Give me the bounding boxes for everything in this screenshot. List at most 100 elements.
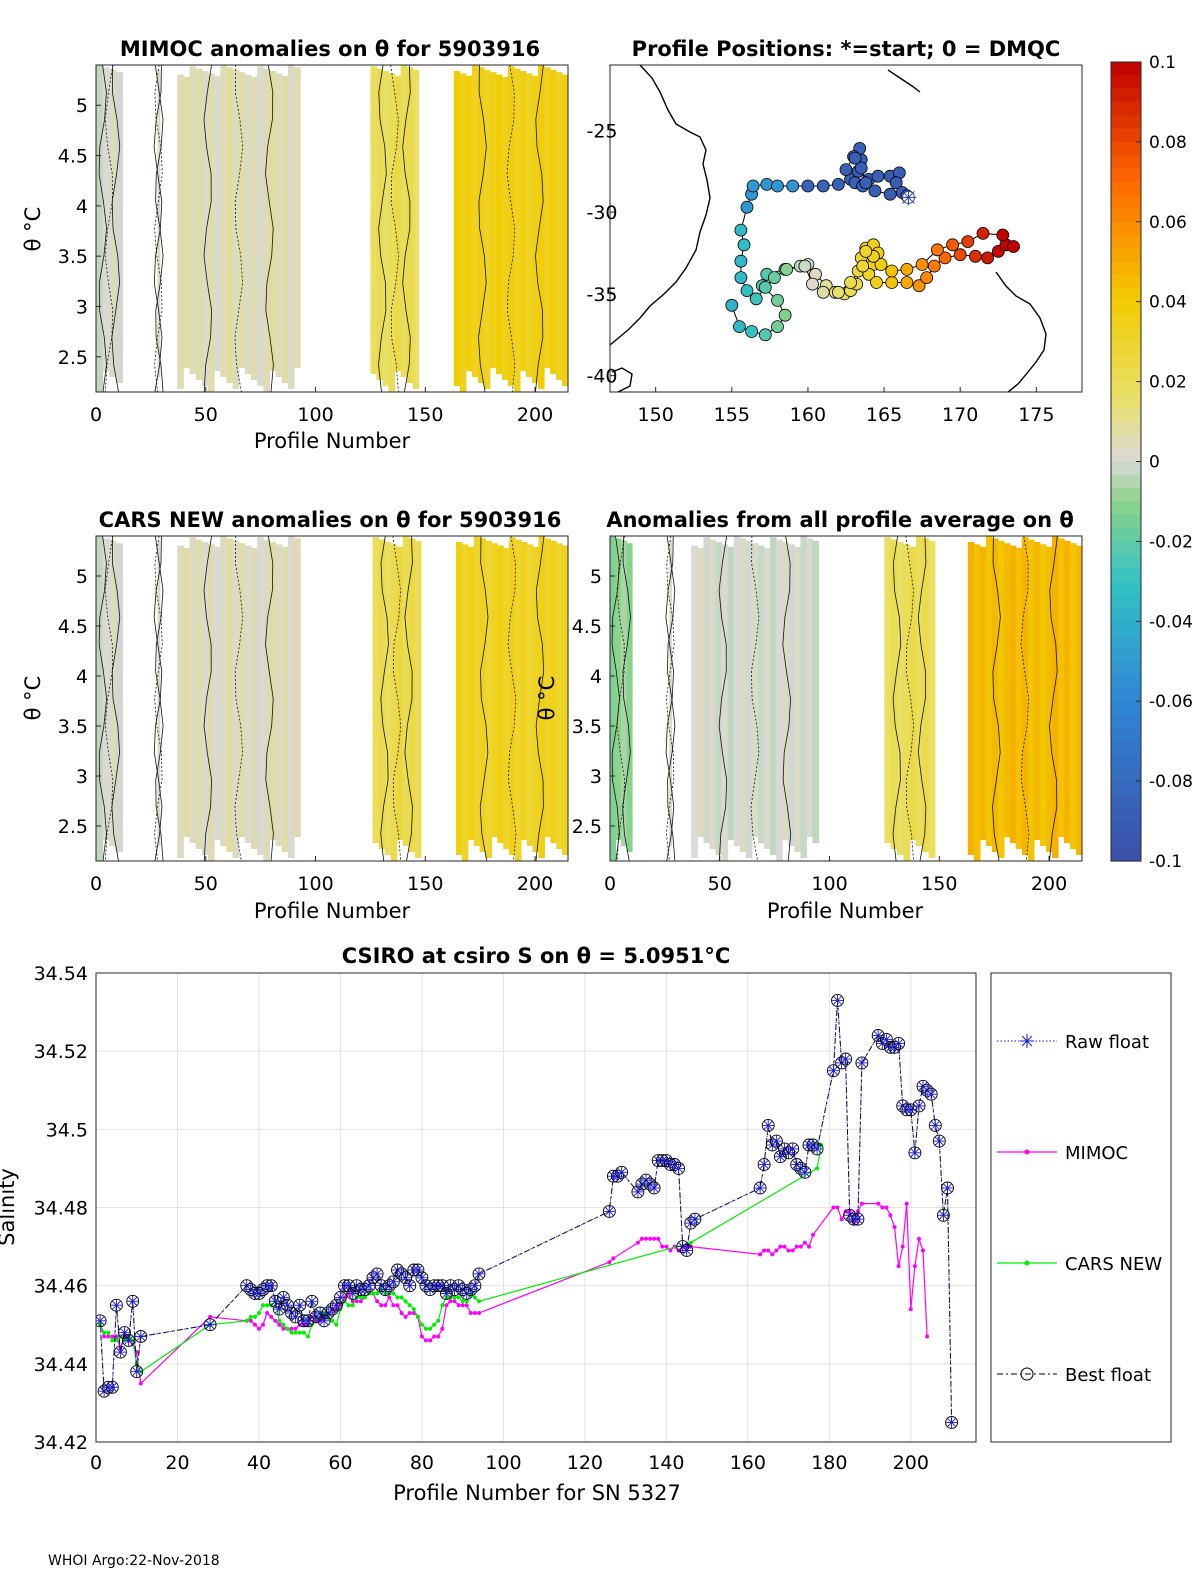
cars-new-point-25 xyxy=(297,1330,302,1335)
cars-block-4-strip-17 xyxy=(556,543,563,849)
cars-new-point-2 xyxy=(106,1330,111,1335)
mimoc-block-3-strip-3 xyxy=(388,73,396,392)
avg-block-3-strip-4 xyxy=(909,546,917,840)
profile-position-dot xyxy=(740,200,754,214)
mimoc-point-75 xyxy=(648,1236,653,1241)
cars-block-4-strip-13 xyxy=(532,546,540,852)
colorbar-segment-47 xyxy=(1111,687,1141,702)
mimoc-contour-1-1 xyxy=(154,65,163,392)
avg-xtick-label-0: 0 xyxy=(604,873,616,895)
profile-position-dot xyxy=(758,328,772,342)
cars-contour-3-0 xyxy=(380,536,389,861)
colorbar-segment-5 xyxy=(1111,128,1141,143)
raw-float-star-94-3 xyxy=(775,1152,785,1162)
colorbar-segment-26 xyxy=(1111,408,1141,423)
cars-contour-0-0 xyxy=(98,536,108,861)
cars-block-2-strip-16 xyxy=(275,544,283,846)
raw-float-star-51-3 xyxy=(401,1273,411,1283)
profile-position-dot xyxy=(798,259,812,273)
cars-new-point-43 xyxy=(371,1291,375,1296)
mimoc-block-3-strip-2 xyxy=(382,71,390,386)
mimoc-point-69 xyxy=(477,1311,481,1315)
avg-block-4-strip-16 xyxy=(1064,540,1071,843)
cars-block-3-strip-3 xyxy=(390,544,398,861)
cars-block-4-strip-18 xyxy=(562,545,568,855)
avg-contour-1-2 xyxy=(666,536,676,861)
cars-new-point-38 xyxy=(350,1303,355,1308)
cars-new-point-54 xyxy=(415,1314,420,1319)
cars-block-2-strip-4 xyxy=(201,542,209,855)
mimoc-point-1 xyxy=(102,1334,107,1339)
profile-position-dot xyxy=(953,248,967,262)
profile-position-dot xyxy=(844,276,857,289)
average-axes-box xyxy=(609,535,1083,862)
avg-block-2-strip-15 xyxy=(782,542,789,840)
profile-position-dot xyxy=(771,179,784,193)
profile-position-dot xyxy=(733,320,746,334)
cars-xtick-label-4: 200 xyxy=(517,873,553,895)
raw-float-star-61-3 xyxy=(441,1288,451,1299)
mimoc-block-3-strip-5 xyxy=(400,65,408,377)
mimoc-point-95 xyxy=(794,1244,799,1249)
raw-float-star-125-3 xyxy=(926,1089,936,1099)
avg-block-4-strip-17 xyxy=(1070,543,1077,849)
mimoc-contour-0-0 xyxy=(98,65,108,392)
profile-position-dot xyxy=(758,280,772,294)
avg-block-2-strip-6 xyxy=(727,546,735,840)
raw-float-star-20-3 xyxy=(274,1304,284,1314)
avg-ytick-label-3: 4 xyxy=(590,666,602,688)
profile-position-dot xyxy=(969,249,982,263)
cars-contour-2-1 xyxy=(234,536,244,861)
avg-block-4-strip-3 xyxy=(985,536,993,846)
cars-xtick-label-1: 50 xyxy=(194,873,218,895)
mimoc-point-97 xyxy=(802,1240,807,1245)
avg-contour-4-1 xyxy=(1020,536,1030,861)
legend-box xyxy=(990,972,1172,1443)
profile-position-dot xyxy=(745,325,758,338)
raw-float-star-27-3 xyxy=(303,1316,313,1326)
avg-contour-2-0 xyxy=(718,536,728,861)
positions-ytick-label-3: -40 xyxy=(586,366,617,388)
colorbar-segment-38 xyxy=(1111,568,1141,582)
avg-block-4-strip-11 xyxy=(1033,542,1041,840)
raw-float-star-3-3 xyxy=(107,1382,117,1392)
mimoc-point-59 xyxy=(436,1334,441,1339)
mimoc-point-86 xyxy=(758,1252,763,1257)
avg-block-4-strip-10 xyxy=(1027,539,1035,861)
mimoc-point-47 xyxy=(387,1295,392,1300)
colorbar-tick-label-9: -0.08 xyxy=(1149,772,1193,792)
mimoc-anomaly-panel: MIMOC anomalies on θ for 5903916 0 50 100 1… xyxy=(21,37,569,453)
avg-ytick-label-1: 3 xyxy=(590,766,602,788)
mimoc-point-87 xyxy=(762,1248,767,1253)
cars-block-2-strip-12 xyxy=(251,548,258,849)
colorbar: 0.1 0.08 0.06 0.04 0.02 0 -0.02 -0.04 -0.06 -0.08… xyxy=(1110,53,1193,872)
mimoc-block-4-strip-5 xyxy=(483,69,491,390)
profile-position-dot xyxy=(832,177,845,191)
cars-new-point-66 xyxy=(464,1299,469,1304)
profile-position-dot xyxy=(871,169,885,183)
profile-position-dot xyxy=(868,184,882,198)
cars-contour-4-0 xyxy=(479,536,489,861)
colorbar-segment-49 xyxy=(1111,714,1141,729)
mimoc-point-120 xyxy=(925,1334,930,1339)
cars-contour-1-1 xyxy=(154,536,163,861)
mimoc-point-79 xyxy=(664,1244,669,1249)
raw-float-star-128-3 xyxy=(938,1210,948,1220)
cars-block-4-strip-16 xyxy=(550,540,557,843)
raw-float-star-84-3 xyxy=(674,1163,684,1173)
salinity-xtick-label-5: 100 xyxy=(485,1452,521,1474)
mimoc-point-96 xyxy=(798,1244,803,1249)
mimoc-block-2-strip-4 xyxy=(201,71,209,386)
raw-float-star-8-3 xyxy=(128,1296,138,1306)
profile-position-dot xyxy=(725,298,739,312)
mimoc-point-19 xyxy=(273,1318,278,1323)
cars-new-point-59 xyxy=(436,1318,441,1323)
mimoc-point-13 xyxy=(248,1318,253,1323)
avg-ytick-label-5: 5 xyxy=(590,566,602,588)
average-panel-title: Anomalies from all profile average on θ xyxy=(606,508,1074,532)
positions-axes-box xyxy=(609,64,1083,393)
cars-new-point-48 xyxy=(391,1291,396,1296)
legend-dot-2 xyxy=(1024,1260,1030,1266)
raw-float-star-44-3 xyxy=(372,1269,382,1279)
